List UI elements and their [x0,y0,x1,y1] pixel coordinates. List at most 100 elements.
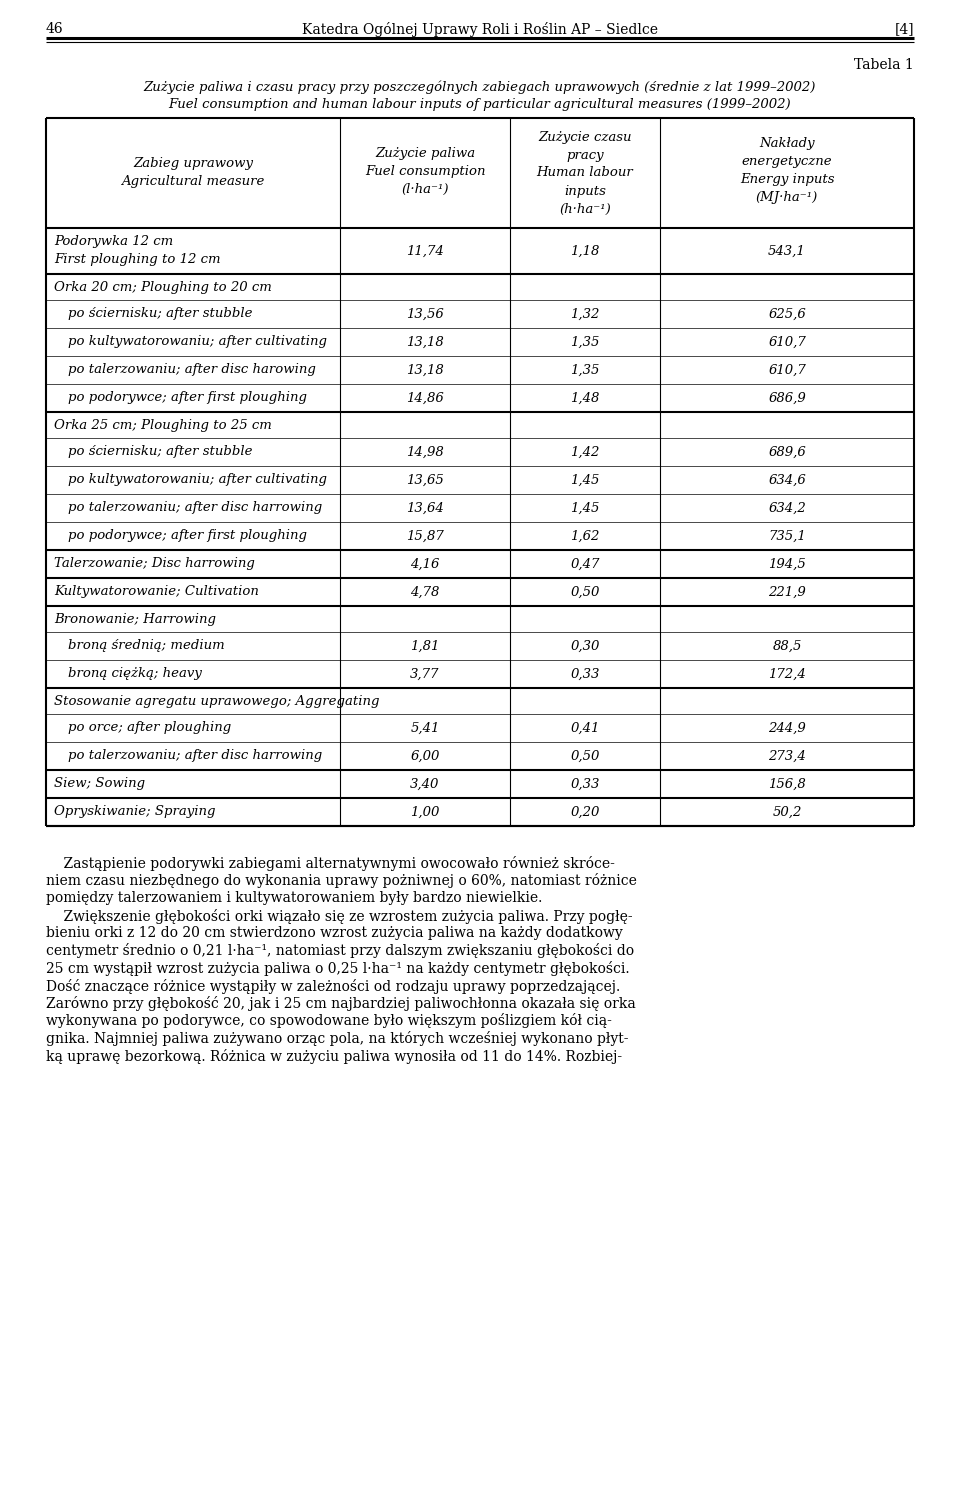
Text: broną średnią; medium: broną średnią; medium [68,640,225,652]
Text: (MJ·ha⁻¹): (MJ·ha⁻¹) [756,191,818,203]
Text: Fuel consumption and human labour inputs of particular agricultural measures (19: Fuel consumption and human labour inputs… [169,98,791,111]
Text: Tabela 1: Tabela 1 [854,59,914,72]
Text: Bronowanie; Harrowing: Bronowanie; Harrowing [54,613,216,625]
Text: 15,87: 15,87 [406,530,444,542]
Text: Zużycie czasu: Zużycie czasu [539,131,632,144]
Text: 0,20: 0,20 [570,805,600,819]
Text: gnika. Najmniej paliwa zużywano orząc pola, na których wcześniej wykonano płyt-: gnika. Najmniej paliwa zużywano orząc po… [46,1030,629,1045]
Text: Opryskiwanie; Spraying: Opryskiwanie; Spraying [54,805,215,819]
Text: bieniu orki z 12 do 20 cm stwierdzono wzrost zużycia paliwa na każdy dodatkowy: bieniu orki z 12 do 20 cm stwierdzono wz… [46,927,623,940]
Text: 1,35: 1,35 [570,335,600,348]
Text: 0,30: 0,30 [570,640,600,652]
Text: 689,6: 689,6 [768,446,805,458]
Text: 625,6: 625,6 [768,308,805,320]
Text: 0,33: 0,33 [570,778,600,790]
Text: 4,16: 4,16 [410,557,440,571]
Text: First ploughing to 12 cm: First ploughing to 12 cm [54,252,221,266]
Text: 13,18: 13,18 [406,363,444,377]
Text: po ściernisku; after stubble: po ściernisku; after stubble [68,446,252,458]
Text: po podorywce; after first ploughing: po podorywce; after first ploughing [68,530,307,542]
Text: 14,98: 14,98 [406,446,444,458]
Text: Orka 20 cm; Ploughing to 20 cm: Orka 20 cm; Ploughing to 20 cm [54,281,272,293]
Text: Agricultural measure: Agricultural measure [121,174,265,188]
Text: 1,32: 1,32 [570,308,600,320]
Text: 1,62: 1,62 [570,530,600,542]
Text: 1,81: 1,81 [410,640,440,652]
Text: 88,5: 88,5 [772,640,802,652]
Text: Dość znaczące różnice wystąpiły w zależności od rodzaju uprawy poprzedzającej.: Dość znaczące różnice wystąpiły w zależn… [46,978,620,993]
Text: Zwiększenie głębokości orki wiązało się ze wzrostem zużycia paliwa. Przy pogłę-: Zwiększenie głębokości orki wiązało się … [46,909,633,924]
Text: Zabieg uprawowy: Zabieg uprawowy [133,156,253,170]
Text: 0,50: 0,50 [570,586,600,598]
Text: Human labour: Human labour [537,167,634,180]
Text: Orka 25 cm; Ploughing to 25 cm: Orka 25 cm; Ploughing to 25 cm [54,419,272,431]
Text: 634,2: 634,2 [768,502,805,515]
Text: 5,41: 5,41 [410,721,440,734]
Text: Kultywatorowanie; Cultivation: Kultywatorowanie; Cultivation [54,586,259,598]
Text: 543,1: 543,1 [768,245,805,257]
Text: po talerzowaniu; after disc harrowing: po talerzowaniu; after disc harrowing [68,502,323,515]
Text: 0,47: 0,47 [570,557,600,571]
Text: 686,9: 686,9 [768,392,805,404]
Text: 735,1: 735,1 [768,530,805,542]
Text: Zarówno przy głębokość 20, jak i 25 cm najbardziej paliwochłonna okazała się ork: Zarówno przy głębokość 20, jak i 25 cm n… [46,996,636,1011]
Text: Katedra Ogólnej Uprawy Roli i Roślin AP – Siedlce: Katedra Ogólnej Uprawy Roli i Roślin AP … [302,23,658,38]
Text: po podorywce; after first ploughing: po podorywce; after first ploughing [68,392,307,404]
Text: broną ciężką; heavy: broną ciężką; heavy [68,667,202,680]
Text: 1,35: 1,35 [570,363,600,377]
Text: Stosowanie agregatu uprawowego; Aggregating: Stosowanie agregatu uprawowego; Aggregat… [54,694,379,707]
Text: 634,6: 634,6 [768,473,805,487]
Text: 244,9: 244,9 [768,721,805,734]
Text: 1,42: 1,42 [570,446,600,458]
Text: 13,64: 13,64 [406,502,444,515]
Text: po orce; after ploughing: po orce; after ploughing [68,721,231,734]
Text: 156,8: 156,8 [768,778,805,790]
Text: 0,41: 0,41 [570,721,600,734]
Text: Podorywka 12 cm: Podorywka 12 cm [54,234,173,248]
Text: 1,45: 1,45 [570,473,600,487]
Text: po kultywatorowaniu; after cultivating: po kultywatorowaniu; after cultivating [68,335,327,348]
Text: (l·ha⁻¹): (l·ha⁻¹) [401,183,448,195]
Text: (h·ha⁻¹): (h·ha⁻¹) [559,203,611,215]
Text: 46: 46 [46,23,63,36]
Text: Siew; Sowing: Siew; Sowing [54,778,145,790]
Text: wykonywana po podorywce, co spowodowane było większym poślizgiem kół cią-: wykonywana po podorywce, co spowodowane … [46,1014,612,1029]
Text: po ściernisku; after stubble: po ściernisku; after stubble [68,308,252,320]
Text: Fuel consumption: Fuel consumption [365,165,485,177]
Text: 25 cm wystąpił wzrost zużycia paliwa o 0,25 l·ha⁻¹ na każdy centymetr głębokości: 25 cm wystąpił wzrost zużycia paliwa o 0… [46,961,630,976]
Text: [4]: [4] [895,23,914,36]
Text: 11,74: 11,74 [406,245,444,257]
Text: po talerzowaniu; after disc harrowing: po talerzowaniu; after disc harrowing [68,749,323,763]
Text: niem czasu niezbędnego do wykonania uprawy pożniwnej o 60%, natomiast różnice: niem czasu niezbędnego do wykonania upra… [46,874,636,889]
Text: 610,7: 610,7 [768,335,805,348]
Text: ką uprawę bezorkową. Różnica w zużyciu paliwa wynosiła od 11 do 14%. Rozbiej-: ką uprawę bezorkową. Różnica w zużyciu p… [46,1048,622,1063]
Text: Zużycie paliwa i czasu pracy przy poszczególnych zabiegach uprawowych (średnie z: Zużycie paliwa i czasu pracy przy poszcz… [144,80,816,93]
Text: 4,78: 4,78 [410,586,440,598]
Text: Zastąpienie podorywki zabiegami alternatywnymi owocowało również skróce-: Zastąpienie podorywki zabiegami alternat… [46,856,614,871]
Text: 0,50: 0,50 [570,749,600,763]
Text: po talerzowaniu; after disc harowing: po talerzowaniu; after disc harowing [68,363,316,377]
Text: 1,18: 1,18 [570,245,600,257]
Text: 3,77: 3,77 [410,667,440,680]
Text: 0,33: 0,33 [570,667,600,680]
Text: 14,86: 14,86 [406,392,444,404]
Text: pomiędzy talerzowaniem i kultywatorowaniem były bardzo niewielkie.: pomiędzy talerzowaniem i kultywatorowani… [46,891,542,906]
Text: 3,40: 3,40 [410,778,440,790]
Text: 273,4: 273,4 [768,749,805,763]
Text: 13,18: 13,18 [406,335,444,348]
Text: 221,9: 221,9 [768,586,805,598]
Text: 172,4: 172,4 [768,667,805,680]
Text: Talerzowanie; Disc harrowing: Talerzowanie; Disc harrowing [54,557,254,571]
Text: 6,00: 6,00 [410,749,440,763]
Text: 50,2: 50,2 [772,805,802,819]
Text: 1,45: 1,45 [570,502,600,515]
Text: 13,56: 13,56 [406,308,444,320]
Text: 1,48: 1,48 [570,392,600,404]
Text: Nakłady: Nakłady [759,137,815,150]
Text: 610,7: 610,7 [768,363,805,377]
Text: pracy: pracy [566,149,604,162]
Text: Energy inputs: Energy inputs [740,173,834,186]
Text: po kultywatorowaniu; after cultivating: po kultywatorowaniu; after cultivating [68,473,327,487]
Text: centymetr średnio o 0,21 l·ha⁻¹, natomiast przy dalszym zwiększaniu głębokości d: centymetr średnio o 0,21 l·ha⁻¹, natomia… [46,943,635,958]
Text: Zużycie paliwa: Zużycie paliwa [375,147,475,159]
